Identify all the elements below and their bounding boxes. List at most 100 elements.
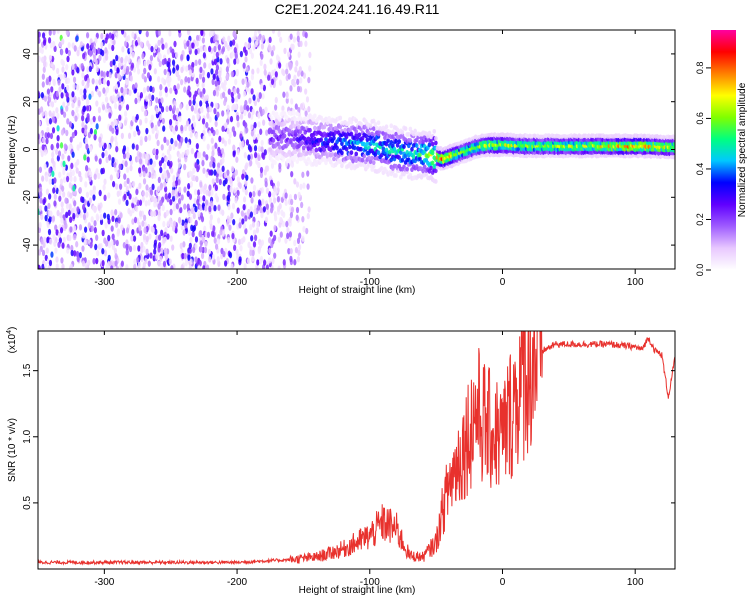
spectrogram-cell bbox=[175, 119, 179, 127]
spectrogram-cell bbox=[125, 249, 129, 256]
spectrogram-cell bbox=[160, 157, 165, 164]
spectrogram-cell bbox=[268, 237, 272, 244]
spectrogram-cell bbox=[363, 133, 368, 139]
spectrogram-cell bbox=[185, 120, 190, 127]
spectrogram-cell bbox=[301, 235, 305, 242]
spectrogram-cell bbox=[308, 51, 312, 59]
spectrogram-cell bbox=[176, 83, 180, 90]
spectrogram-cell bbox=[60, 58, 64, 66]
spectrogram-cell bbox=[67, 155, 71, 162]
spectrogram-cell bbox=[43, 261, 48, 269]
spectrogram-cell bbox=[248, 37, 252, 44]
spectrogram-cell bbox=[203, 225, 207, 233]
spectrogram-cell bbox=[141, 190, 146, 197]
spectrogram-cell bbox=[391, 129, 395, 135]
spectrogram-cell bbox=[413, 128, 417, 134]
spectrogram-cell bbox=[137, 36, 141, 44]
spectrogram-cell bbox=[219, 229, 223, 236]
spectrogram-cell bbox=[206, 112, 210, 119]
spectrogram-cell bbox=[123, 173, 127, 180]
spectrogram-cell bbox=[66, 77, 71, 84]
spectrogram-cell bbox=[240, 210, 244, 217]
spectrogram-cell bbox=[83, 93, 87, 100]
spectrogram-cell bbox=[38, 37, 41, 44]
spectrogram-cell bbox=[164, 86, 168, 93]
spectrogram-cell bbox=[166, 139, 170, 146]
spectrogram-cell bbox=[232, 144, 236, 151]
spectrogram-cell bbox=[241, 140, 245, 148]
spectrogram-cell bbox=[221, 209, 225, 216]
colorbar: 0.0 0.2 0.4 0.6 0.8 Normalized spectral ampl… bbox=[695, 30, 748, 276]
spectrogram-cell bbox=[217, 204, 221, 211]
spectrogram-cell bbox=[195, 175, 199, 183]
spectrogram-cell bbox=[164, 42, 168, 49]
spectrogram-cell bbox=[145, 191, 149, 198]
spectrogram-cell bbox=[199, 106, 204, 113]
spectrogram-cell bbox=[44, 205, 48, 212]
spectrogram-cell bbox=[236, 121, 240, 128]
spectrogram-cell bbox=[38, 138, 41, 145]
spectrogram-cell bbox=[236, 57, 240, 65]
spectrogram-cell bbox=[405, 166, 409, 172]
spectrogram-cell bbox=[238, 256, 242, 263]
spectrogram-cell bbox=[111, 180, 116, 188]
spectrogram-cell bbox=[167, 192, 172, 199]
spectrogram-cell bbox=[295, 214, 299, 221]
spectrogram-cell bbox=[38, 265, 41, 269]
spectrogram-cell bbox=[51, 116, 56, 123]
spectrogram-cell bbox=[200, 30, 204, 37]
spectrogram-cell bbox=[410, 146, 414, 152]
spectrogram-cell bbox=[168, 76, 172, 83]
spectrogram-cell bbox=[152, 148, 157, 155]
spectrogram-cell bbox=[50, 86, 54, 93]
spectrogram-cell bbox=[256, 133, 260, 141]
spectrogram-cell bbox=[59, 227, 64, 234]
spectrogram-cell bbox=[273, 234, 277, 242]
spectrogram-cell bbox=[325, 120, 330, 125]
spectrogram-cell bbox=[273, 252, 277, 259]
spectrogram-cell bbox=[157, 76, 161, 83]
spectrogram-cell bbox=[169, 235, 173, 242]
spectrogram-cell bbox=[75, 241, 79, 248]
spectrogram-cell bbox=[168, 104, 173, 112]
spectrogram-cell bbox=[216, 167, 220, 174]
spectrogram-cell bbox=[81, 127, 85, 134]
spectrogram-cell bbox=[212, 73, 216, 80]
spectrogram-cell bbox=[213, 58, 217, 66]
spectrogram-cell bbox=[271, 137, 276, 143]
spectrogram-cell bbox=[260, 139, 264, 147]
spectrogram-cell bbox=[205, 94, 209, 101]
spectrogram-cell bbox=[99, 213, 103, 221]
spectrogram-cell bbox=[290, 170, 294, 178]
spectrogram-cell bbox=[102, 71, 106, 78]
spectrogram-cell bbox=[217, 44, 221, 51]
spectrogram-cell bbox=[270, 120, 274, 126]
spectrogram-cell bbox=[384, 124, 389, 130]
spectrogram-cell bbox=[145, 248, 149, 256]
spectrogram-cell bbox=[233, 130, 237, 137]
spectrogram-cell bbox=[123, 119, 128, 126]
spectrogram-cell bbox=[95, 100, 99, 107]
spectrogram-cell bbox=[194, 256, 198, 263]
spectrogram-cell bbox=[73, 225, 77, 232]
spectrogram-cell bbox=[199, 45, 203, 53]
spectrogram-cell bbox=[330, 152, 335, 157]
spectrogram-cell bbox=[115, 145, 119, 153]
spectrogram-cell bbox=[142, 178, 147, 185]
spectrogram-cell bbox=[432, 128, 437, 134]
spectrogram-cell bbox=[51, 151, 55, 158]
spectrogram-cell bbox=[70, 249, 74, 257]
spectrogram-cell bbox=[261, 108, 265, 116]
spectrogram-cell bbox=[201, 159, 205, 167]
spectrogram-cell bbox=[109, 125, 113, 132]
spectrogram-cell bbox=[123, 180, 127, 188]
spectrogram-cell bbox=[230, 91, 234, 99]
spectrogram-cell bbox=[214, 34, 218, 41]
spectrogram-cell bbox=[133, 263, 137, 269]
spectrogram-cell bbox=[282, 259, 286, 266]
spectrogram-cell bbox=[126, 177, 130, 185]
spectrogram-cell bbox=[110, 209, 114, 216]
spectrogram-cell bbox=[250, 73, 255, 81]
spectrogram-cell bbox=[140, 241, 144, 249]
spectrogram-cell bbox=[48, 30, 52, 36]
